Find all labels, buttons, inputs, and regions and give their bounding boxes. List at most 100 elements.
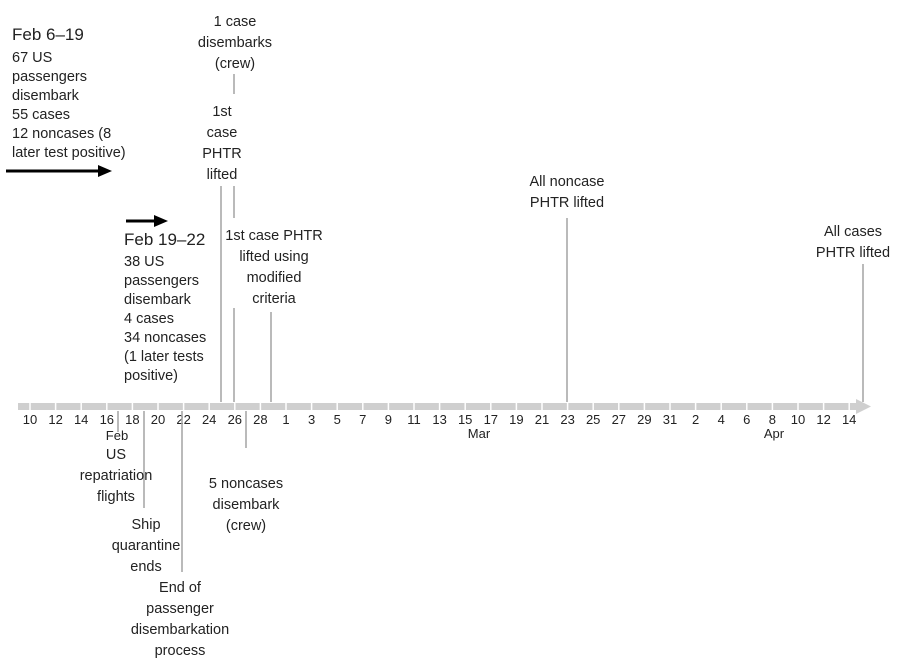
block-feb6-19-line: 12 noncases (8 — [12, 126, 111, 142]
annotation-line: disembark — [213, 497, 281, 513]
annotation-all-cases: All cases PHTR lifted — [816, 224, 890, 261]
annotation-line: PHTR — [202, 146, 241, 162]
axis-tick-label: 23 — [560, 412, 574, 427]
arrow-head — [98, 165, 112, 177]
annotation-line: process — [155, 643, 206, 658]
axis-tick-label: 21 — [535, 412, 549, 427]
annotation-all-noncase: All noncase PHTR lifted — [530, 174, 605, 211]
annotation-line: All cases — [824, 224, 882, 240]
block-feb6-19-line: passengers — [12, 69, 87, 85]
axis-tick-label: 10 — [23, 412, 37, 427]
annotation-line: modified — [247, 270, 302, 286]
block-feb19-22-heading: Feb 19–22 — [124, 230, 205, 249]
annotation-line: case — [207, 125, 238, 141]
annotation-line: 1st case PHTR — [225, 228, 323, 244]
block-feb6-19-line: 55 cases — [12, 107, 70, 123]
annotation-line: (crew) — [226, 518, 266, 534]
block-feb6-19: Feb 6–19 67 US passengers disembark 55 c… — [12, 25, 126, 161]
axis-tick-label: 14 — [842, 412, 856, 427]
arrow-feb19-22 — [126, 215, 168, 227]
annotation-modified-criteria: 1st case PHTR lifted using modified crit… — [225, 228, 323, 307]
annotation-line: (crew) — [215, 56, 255, 72]
annotation-repatriation: US repatriation flights — [80, 447, 153, 505]
annotation-line: repatriation — [80, 468, 153, 484]
annotation-line: 1 case — [214, 14, 257, 30]
annotation-line: End of — [159, 580, 202, 596]
month-label-feb: Feb — [106, 428, 128, 443]
annotation-noncases-crew: 5 noncases disembark (crew) — [209, 476, 283, 534]
axis-tick-label: 6 — [743, 412, 750, 427]
annotation-line: PHTR lifted — [816, 245, 890, 261]
axis-tick-label: 18 — [125, 412, 139, 427]
axis-tick-label: 8 — [769, 412, 776, 427]
annotation-line: All noncase — [530, 174, 605, 190]
block-feb6-19-line: 67 US — [12, 50, 52, 66]
axis-tick-label: 1 — [282, 412, 289, 427]
axis-tick-label: 27 — [612, 412, 626, 427]
block-feb19-22-line: 34 noncases — [124, 330, 206, 346]
axis-tick-label: 11 — [407, 412, 421, 427]
annotation-line: PHTR lifted — [530, 195, 604, 211]
axis-tick-label: 14 — [74, 412, 88, 427]
axis-tick-labels: 10 12 14 16 18 20 22 24 26 28 1 3 5 7 9 11 13 15 17 19 21 23 2… — [23, 412, 857, 427]
axis-tick-label: 19 — [509, 412, 523, 427]
block-feb6-19-line: later test positive) — [12, 145, 126, 161]
axis-tick-label: 2 — [692, 412, 699, 427]
axis-tick-label: 7 — [359, 412, 366, 427]
axis-tick-label: 26 — [228, 412, 242, 427]
annotation-line: lifted — [207, 167, 238, 183]
annotation-line: quarantine — [112, 538, 181, 554]
block-feb19-22: Feb 19–22 38 US passengers disembark 4 c… — [124, 230, 206, 384]
axis-arrowhead — [856, 399, 871, 414]
annotation-line: passenger — [146, 601, 214, 617]
month-label-mar: Mar — [468, 426, 491, 441]
axis-tick-label: 20 — [151, 412, 165, 427]
axis-tick-label: 9 — [385, 412, 392, 427]
month-label-apr: Apr — [764, 426, 785, 441]
axis-tick-label: 17 — [484, 412, 498, 427]
axis-tick-label: 12 — [48, 412, 62, 427]
axis-tick-label: 28 — [253, 412, 267, 427]
axis-tick-label: 10 — [791, 412, 805, 427]
annotation-line: disembarkation — [131, 622, 229, 638]
axis-band — [18, 403, 856, 410]
annotation-line: lifted using — [239, 249, 308, 265]
annotation-first-case-lifted: 1st case PHTR lifted — [202, 104, 241, 183]
annotation-end-disembarkation: End of passenger disembarkation process — [131, 580, 229, 658]
timeline-axis — [18, 399, 871, 414]
axis-tick-label: 22 — [176, 412, 190, 427]
annotation-line: Ship — [131, 517, 160, 533]
axis-tick-label: 29 — [637, 412, 651, 427]
axis-tick-label: 16 — [100, 412, 114, 427]
arrow-feb6-19 — [6, 165, 112, 177]
block-feb19-22-line: positive) — [124, 368, 178, 384]
block-feb6-19-heading: Feb 6–19 — [12, 25, 84, 44]
axis-tick-label: 31 — [663, 412, 677, 427]
annotation-line: 1st — [212, 104, 231, 120]
annotation-quarantine-ends: Ship quarantine ends — [112, 517, 181, 575]
block-feb19-22-line: (1 later tests — [124, 349, 204, 365]
annotation-line: flights — [97, 489, 135, 505]
annotation-line: 5 noncases — [209, 476, 283, 492]
axis-tick-label: 25 — [586, 412, 600, 427]
annotation-crew-case: 1 case disembarks (crew) — [198, 14, 272, 72]
annotation-line: criteria — [252, 291, 296, 307]
annotation-line: disembarks — [198, 35, 272, 51]
block-feb19-22-line: 38 US — [124, 254, 164, 270]
axis-tick-marks — [29, 403, 850, 410]
axis-tick-label: 5 — [334, 412, 341, 427]
axis-tick-label: 3 — [308, 412, 315, 427]
arrow-head — [154, 215, 168, 227]
axis-tick-label: 12 — [816, 412, 830, 427]
annotation-line: ends — [130, 559, 161, 575]
axis-tick-label: 24 — [202, 412, 216, 427]
axis-tick-label: 15 — [458, 412, 472, 427]
block-feb19-22-line: disembark — [124, 292, 192, 308]
annotation-line: US — [106, 447, 126, 463]
block-feb19-22-line: passengers — [124, 273, 199, 289]
axis-tick-label: 4 — [718, 412, 725, 427]
block-feb6-19-line: disembark — [12, 88, 80, 104]
axis-tick-label: 13 — [432, 412, 446, 427]
